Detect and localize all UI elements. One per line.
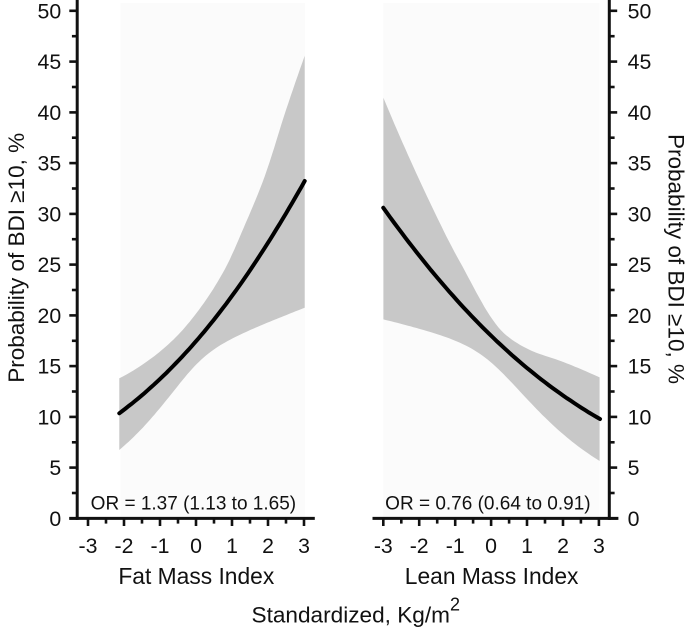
svg-text:0: 0 [190, 534, 202, 558]
svg-text:5: 5 [628, 456, 640, 480]
svg-text:-1: -1 [151, 534, 170, 558]
svg-text:1: 1 [521, 534, 533, 558]
svg-text:40: 40 [628, 101, 652, 125]
svg-text:Lean Mass Index: Lean Mass Index [405, 563, 579, 589]
svg-text:3: 3 [593, 534, 605, 558]
svg-text:3: 3 [298, 534, 310, 558]
svg-text:Probability of BDI ≥10, %: Probability of BDI ≥10, % [4, 133, 29, 383]
svg-text:2: 2 [557, 534, 569, 558]
svg-text:0: 0 [49, 507, 61, 531]
svg-text:10: 10 [37, 406, 61, 430]
svg-text:Fat Mass Index: Fat Mass Index [118, 563, 274, 589]
svg-text:30: 30 [37, 203, 61, 227]
svg-text:35: 35 [37, 152, 61, 176]
svg-text:35: 35 [628, 152, 652, 176]
svg-text:0: 0 [628, 507, 640, 531]
svg-text:20: 20 [628, 304, 652, 328]
svg-text:-3: -3 [374, 534, 393, 558]
svg-text:2: 2 [262, 534, 274, 558]
svg-text:-3: -3 [79, 534, 98, 558]
svg-text:-1: -1 [446, 534, 465, 558]
svg-text:30: 30 [628, 203, 652, 227]
svg-text:1: 1 [226, 534, 238, 558]
svg-text:OR = 1.37 (1.13 to 1.65): OR = 1.37 (1.13 to 1.65) [91, 493, 296, 514]
svg-text:45: 45 [37, 50, 61, 74]
svg-text:-2: -2 [410, 534, 429, 558]
svg-text:-2: -2 [115, 534, 134, 558]
svg-text:20: 20 [37, 304, 61, 328]
svg-text:50: 50 [628, 0, 652, 23]
svg-text:45: 45 [628, 50, 652, 74]
svg-text:50: 50 [37, 0, 61, 23]
svg-text:OR = 0.76 (0.64 to 0.91): OR = 0.76 (0.64 to 0.91) [385, 493, 590, 514]
svg-text:25: 25 [37, 253, 61, 277]
svg-text:5: 5 [49, 456, 61, 480]
svg-text:15: 15 [628, 355, 652, 379]
svg-text:10: 10 [628, 406, 652, 430]
svg-text:15: 15 [37, 355, 61, 379]
svg-text:40: 40 [37, 101, 61, 125]
svg-text:0: 0 [485, 534, 497, 558]
svg-text:25: 25 [628, 253, 652, 277]
svg-text:Probability of BDI ≥10, %: Probability of BDI ≥10, % [664, 134, 685, 384]
